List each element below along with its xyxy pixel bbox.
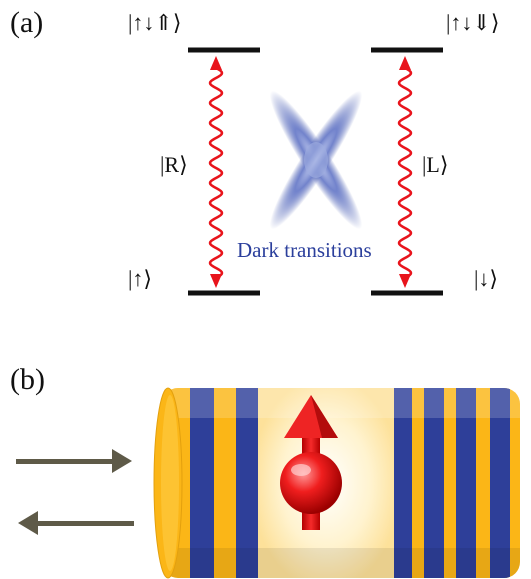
arrowhead-left-bottom xyxy=(210,274,222,288)
dark-transitions-label: Dark transitions xyxy=(237,238,372,262)
transition-left-label: |R⟩ xyxy=(160,152,188,177)
spin-ball-icon xyxy=(280,395,342,530)
arrowhead-right-bottom xyxy=(399,274,411,288)
transition-right-label: |L⟩ xyxy=(422,152,448,177)
transition-wave-left xyxy=(208,66,224,277)
state-top-right-label: |↑↓⇓⟩ xyxy=(446,10,499,35)
state-bottom-right-label: |↓⟩ xyxy=(474,266,498,291)
panel-a-label: (a) xyxy=(10,6,43,39)
state-top-left-label: |↑↓⇑⟩ xyxy=(128,10,181,35)
dark-transitions-cross xyxy=(269,90,363,230)
outgoing-light-arrow-icon xyxy=(18,511,134,535)
arrowhead-left-top xyxy=(210,56,222,70)
transition-wave-right xyxy=(397,66,413,277)
arrowhead-right-top xyxy=(399,56,411,70)
panel-b-label: (b) xyxy=(10,363,45,396)
state-bottom-left-label: |↑⟩ xyxy=(128,266,152,291)
incoming-light-arrow-icon xyxy=(16,449,132,473)
